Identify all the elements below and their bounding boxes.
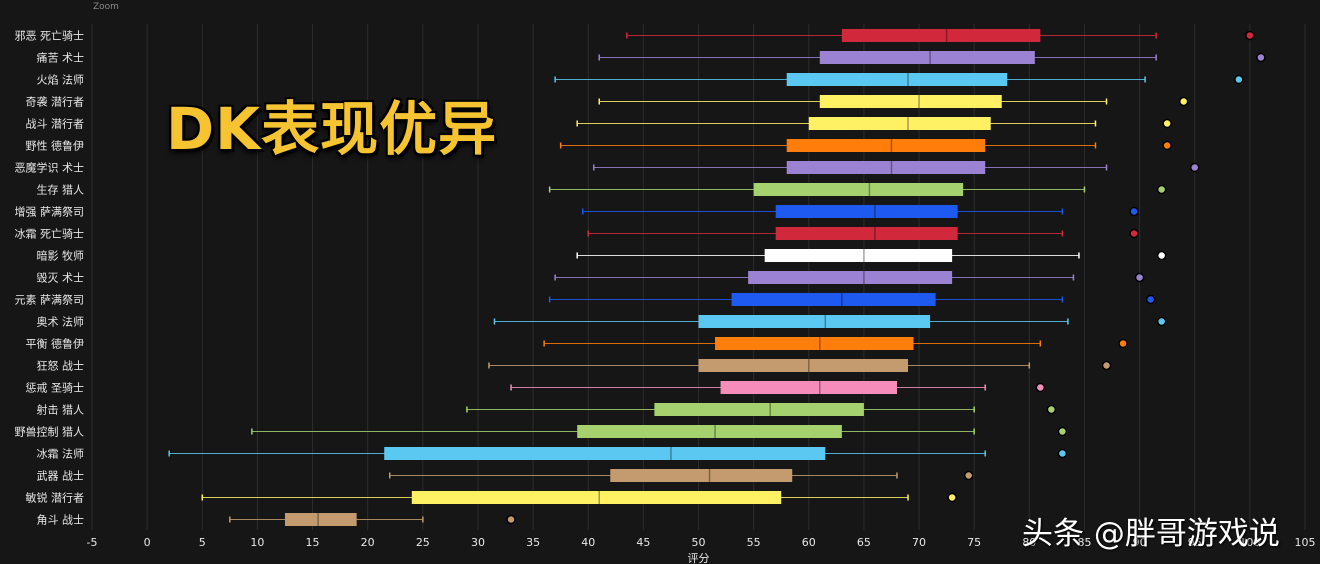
box <box>786 73 1008 86</box>
outlier-point <box>1134 272 1145 283</box>
outlier-point <box>1129 228 1139 239</box>
outlier-point <box>1156 316 1167 327</box>
outlier-point <box>1234 74 1244 85</box>
x-tick-label: 50 <box>692 536 706 549</box>
watermark: 头条 @胖哥游戏说 <box>1022 516 1280 552</box>
x-tick-label: 100 <box>1239 536 1260 549</box>
box <box>715 337 914 350</box>
category-label: 惩戒 圣骑士 <box>26 382 85 395</box>
box <box>577 425 842 438</box>
outlier-point <box>947 492 957 503</box>
x-tick-label: 45 <box>636 536 650 549</box>
box <box>764 249 953 262</box>
box <box>808 117 991 130</box>
category-label: 平衡 德鲁伊 <box>26 337 85 351</box>
x-tick-label: 55 <box>747 536 761 549</box>
zoom-label[interactable]: Zoom <box>93 2 119 12</box>
category-label: 毁灭 术士 <box>37 271 85 285</box>
category-label: 战斗 潜行者 <box>26 117 85 131</box>
x-tick-label: 90 <box>1133 536 1147 549</box>
x-tick-label: -5 <box>87 536 98 549</box>
box <box>698 315 931 328</box>
x-tick-label: 60 <box>802 536 816 549</box>
box <box>610 469 793 482</box>
x-tick-label: 40 <box>581 536 595 549</box>
category-label: 痛苦 术士 <box>37 51 85 65</box>
category-label: 野兽控制 猎人 <box>15 425 85 439</box>
box <box>775 205 958 218</box>
outlier-point <box>1129 206 1139 217</box>
outlier-point <box>1178 96 1189 107</box>
box <box>720 381 897 394</box>
category-label: 奇袭 潜行者 <box>26 95 85 109</box>
outlier-point <box>506 514 516 525</box>
outlier-point <box>1162 118 1172 129</box>
box <box>819 95 1002 108</box>
outlier-point <box>1057 448 1068 459</box>
x-tick-label: 35 <box>526 536 540 549</box>
x-tick-label: 65 <box>857 536 871 549</box>
box <box>786 139 986 152</box>
x-tick-label: 80 <box>1022 536 1036 549</box>
outlier-point <box>1118 338 1128 349</box>
category-label: 恶魔学识 术士 <box>15 161 85 175</box>
outlier-point <box>1256 52 1266 63</box>
box <box>748 271 953 284</box>
outlier-point <box>1156 250 1167 261</box>
category-label: 邪恶 死亡骑士 <box>15 29 85 43</box>
x-tick-label: 25 <box>416 536 430 549</box>
box <box>819 51 1035 64</box>
category-label: 生存 猎人 <box>37 183 85 197</box>
category-label: 元素 萨满祭司 <box>15 294 85 307</box>
overlay-title: DK表现优异 <box>166 95 498 163</box>
x-tick-label: 0 <box>144 536 151 549</box>
x-tick-label: 95 <box>1188 536 1202 549</box>
x-axis-title: 评分 <box>688 552 710 564</box>
box <box>411 491 782 504</box>
outlier-point <box>1162 140 1172 151</box>
category-label: 暗影 牧师 <box>37 249 85 263</box>
category-label: 武器 战士 <box>37 470 85 483</box>
x-tick-label: 5 <box>199 536 206 549</box>
outlier-point <box>1057 426 1068 437</box>
x-tick-label: 105 <box>1295 536 1316 549</box>
category-label: 冰霜 法师 <box>37 447 85 461</box>
box <box>775 227 958 240</box>
x-tick-label: 10 <box>250 536 264 549</box>
outlier-point <box>1035 382 1046 393</box>
x-tick-label: 85 <box>1077 536 1091 549</box>
category-label: 野性 德鲁伊 <box>26 139 85 153</box>
outlier-point <box>1046 404 1057 415</box>
x-tick-label: 30 <box>471 536 485 549</box>
box <box>698 359 909 372</box>
box <box>384 447 826 460</box>
box <box>786 161 986 174</box>
category-label: 增强 萨满祭司 <box>15 205 85 219</box>
category-label: 射击 猎人 <box>37 403 85 417</box>
box <box>284 513 357 526</box>
x-tick-label: 75 <box>967 536 981 549</box>
outlier-point <box>1145 294 1156 305</box>
x-tick-label: 15 <box>306 536 320 549</box>
outlier-point <box>963 470 974 481</box>
x-tick-label: 70 <box>912 536 926 549</box>
outlier-point <box>1156 184 1167 195</box>
category-label: 角斗 战士 <box>37 514 85 527</box>
box <box>841 29 1041 42</box>
category-label: 狂怒 战士 <box>37 359 85 373</box>
category-label: 冰霜 死亡骑士 <box>15 227 85 241</box>
box <box>654 403 864 416</box>
category-label: 奥术 法师 <box>37 315 85 329</box>
outlier-point <box>1101 360 1112 371</box>
category-label: 敏锐 潜行者 <box>26 491 85 505</box>
box <box>731 293 936 306</box>
outlier-point <box>1189 162 1200 173</box>
outlier-point <box>1245 30 1255 41</box>
x-tick-label: 20 <box>361 536 375 549</box>
box <box>753 183 964 196</box>
category-label: 火焰 法师 <box>37 73 85 87</box>
